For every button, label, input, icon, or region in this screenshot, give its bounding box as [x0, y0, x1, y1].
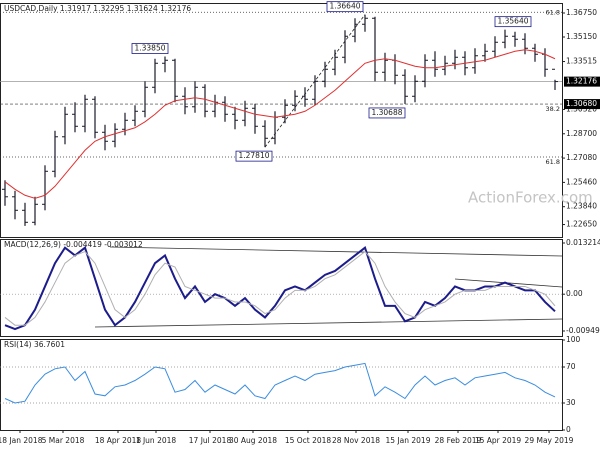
x-tick-label: 30 Aug 2018	[229, 436, 277, 445]
x-tick-label: 17 Jul 2018	[189, 436, 232, 445]
y-tick-label: 1.27080	[566, 153, 597, 162]
macd-title: MACD(12,26,9) -0.004419 -0.003012	[4, 240, 143, 249]
annotation-box	[494, 16, 532, 28]
price-panel	[0, 3, 563, 238]
macd-panel	[0, 239, 563, 337]
y-tick-label: 70	[566, 362, 576, 371]
x-tick-label: 15 Oct 2018	[285, 436, 332, 445]
watermark: ActionForex.com	[468, 189, 593, 207]
series-line	[4, 250, 556, 326]
x-tick-label: 18 Jan 2018	[0, 436, 43, 445]
y-tick-label: 0.013214	[566, 238, 600, 247]
x-tick-label: 18 Apr 2018	[95, 436, 142, 445]
x-tick-label: 1 Jun 2018	[136, 436, 177, 445]
x-tick-label: 15 Apr 2019	[475, 436, 522, 445]
annotation-box	[235, 150, 273, 162]
y-tick-label: -0.009496	[566, 326, 600, 335]
annotation-box	[326, 1, 364, 13]
y-tick-label: 1.28700	[566, 129, 597, 138]
annotation-label: 1.27810	[238, 151, 269, 160]
rsi-panel	[0, 339, 563, 431]
price-box	[564, 99, 600, 110]
x-tick-label: 5 Mar 2018	[42, 436, 85, 445]
annotation-label: 1.36640	[329, 2, 360, 11]
annotation-label: 1.35640	[497, 17, 528, 26]
fib-label: 38.2	[546, 105, 560, 113]
x-tick-label: 29 May 2019	[525, 436, 574, 445]
y-tick-label: 1.25460	[566, 177, 597, 186]
y-tick-label: 0	[566, 425, 571, 434]
y-tick-label: 100	[566, 335, 581, 344]
series-line	[4, 362, 556, 404]
annotation-box	[368, 107, 406, 119]
y-tick-label: 30	[566, 398, 576, 407]
price-box	[564, 76, 600, 87]
annotation-label: 1.33850	[134, 44, 165, 53]
macd-trend-line	[109, 246, 563, 257]
series-line	[4, 246, 556, 331]
price-label: 1.32176	[566, 77, 597, 86]
y-tick-label: 1.36750	[566, 8, 597, 17]
annotation-label: 1.30688	[371, 108, 402, 117]
y-tick-label: 0.00	[566, 289, 583, 298]
annotation-box	[131, 43, 169, 54]
x-tick-label: 28 Nov 2018	[332, 436, 380, 445]
moving-average	[4, 49, 556, 199]
y-tick-label: 1.35150	[566, 32, 597, 41]
y-tick-label: 1.22650	[566, 220, 597, 229]
fib-label: 61.8	[546, 8, 560, 16]
macd-trend-line	[94, 318, 563, 328]
y-tick-label: 1.33515	[566, 57, 597, 66]
x-tick-label: 15 Jan 2019	[386, 436, 431, 445]
rsi-title: RSI(14) 36.7601	[4, 340, 65, 349]
fib-label: 61.8	[546, 158, 560, 166]
chart-title: USDCAD,Daily 1.31917 1.32295 1.31624 1.3…	[4, 4, 191, 13]
x-tick-label: 28 Feb 2019	[435, 436, 482, 445]
y-tick-label: 1.23840	[566, 202, 597, 211]
price-label: 1.30680	[566, 99, 597, 108]
